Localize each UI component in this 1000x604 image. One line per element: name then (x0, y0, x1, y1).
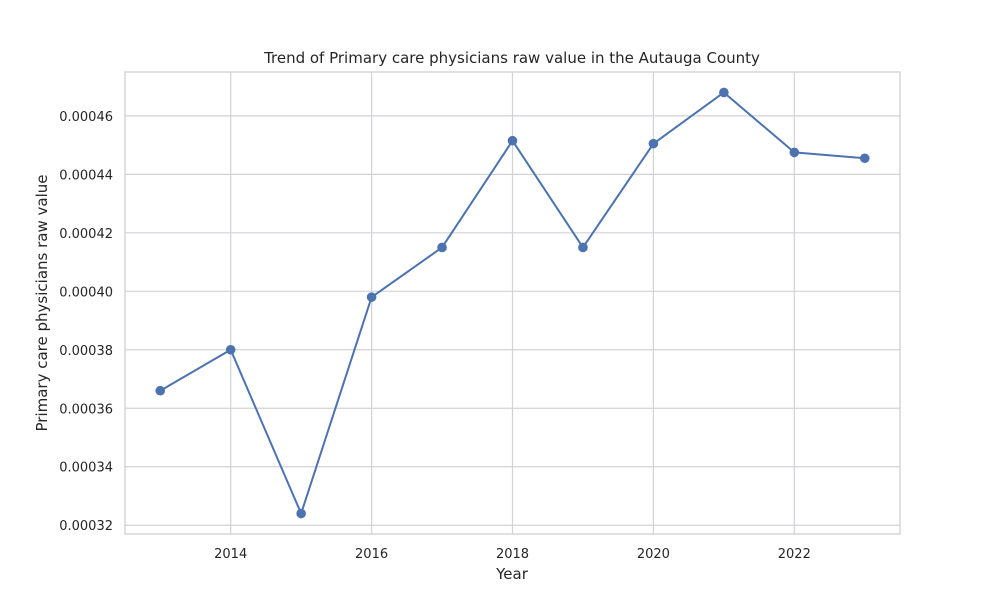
data-point-2021 (719, 87, 729, 98)
data-point-2017 (437, 242, 447, 253)
data-point-2019 (578, 242, 588, 253)
data-point-2018 (507, 135, 518, 146)
tick-layer: 2014 2016 2018 2020 2022 0.00032 0.00034 0.0003… (59, 110, 811, 562)
y-tick-label: 0.00034 (59, 461, 113, 476)
y-tick-label: 0.00038 (59, 344, 113, 359)
y-tick-label: 0.00040 (59, 285, 113, 300)
x-tick-label: 2020 (637, 547, 670, 562)
data-point-2020 (648, 138, 659, 149)
series-layer (155, 87, 870, 519)
y-tick-label: 0.00032 (59, 519, 113, 534)
y-tick-label: 0.00036 (59, 402, 113, 417)
chart-title: Trend of Primary care physicians raw val… (263, 49, 760, 67)
data-point-2014 (225, 344, 236, 355)
data-point-2016 (366, 292, 377, 302)
y-tick-label: 0.00046 (59, 110, 113, 125)
y-axis-title: Primary care physicians raw value (33, 175, 51, 432)
x-tick-label: 2018 (496, 547, 529, 562)
y-tick-label: 0.00044 (59, 168, 113, 183)
x-axis-title: Year (495, 565, 529, 583)
data-point-2023 (859, 153, 870, 164)
data-point-2022 (789, 147, 800, 158)
y-tick-label: 0.00042 (59, 227, 113, 242)
x-tick-label: 2022 (778, 547, 811, 562)
data-point-2015 (296, 508, 306, 519)
x-tick-label: 2014 (214, 547, 247, 562)
x-tick-label: 2016 (355, 547, 388, 562)
data-point-2013 (155, 385, 166, 396)
grid-layer (125, 72, 900, 534)
plot-frame (124, 71, 901, 535)
